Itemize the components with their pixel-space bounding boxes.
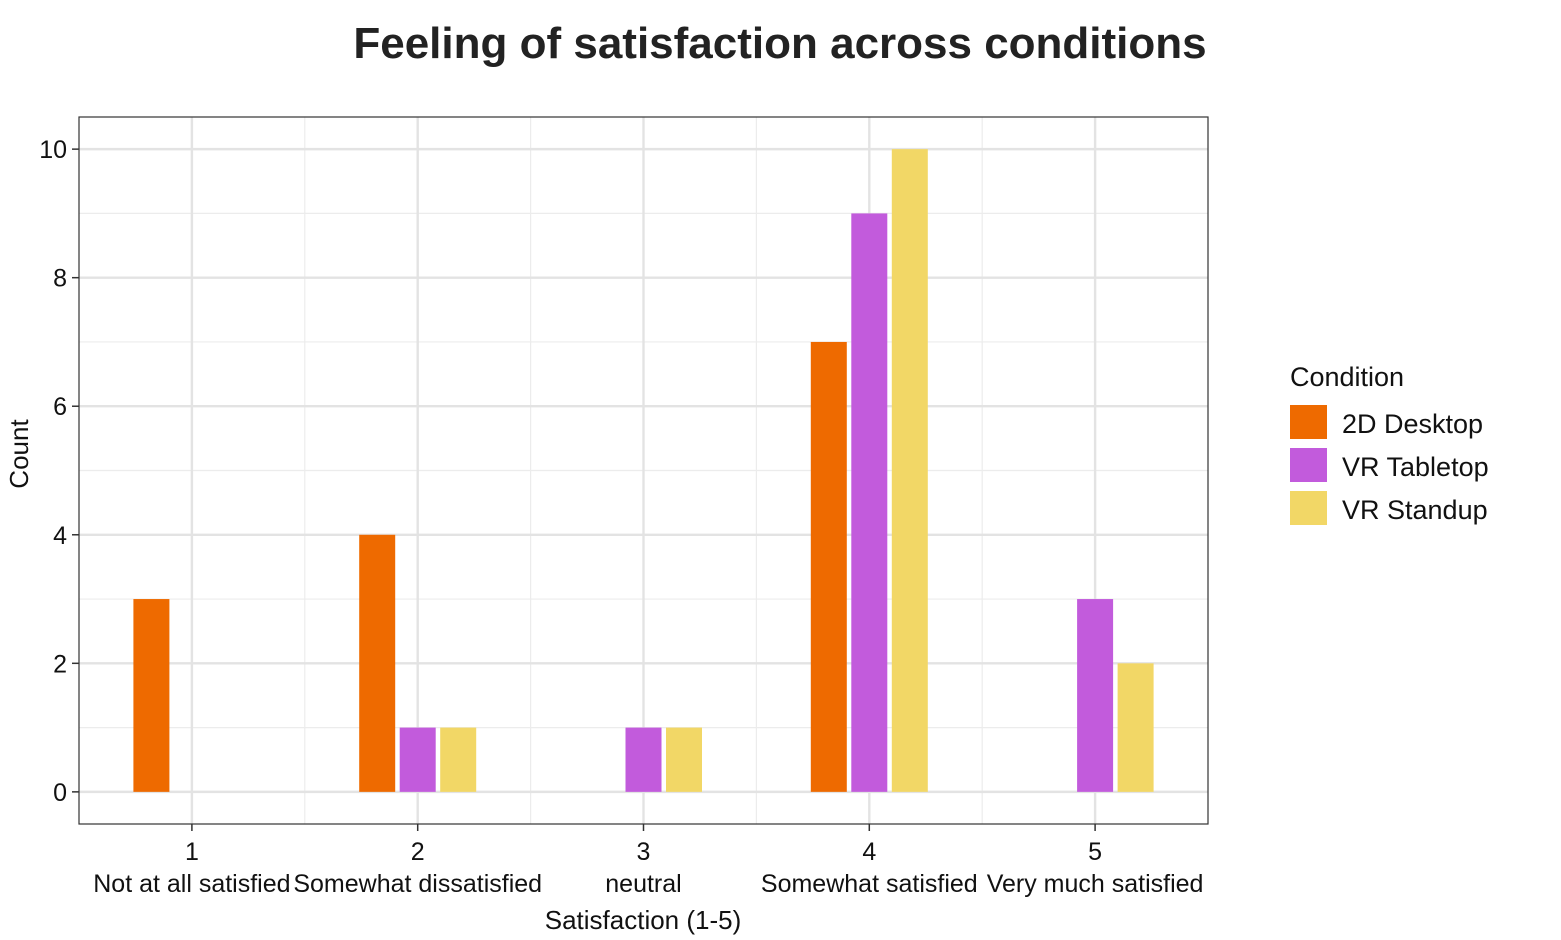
y-tick-label: 2 [53, 650, 67, 678]
bars [133, 149, 1154, 792]
y-axis-title: Count [4, 419, 34, 489]
bar [851, 213, 888, 792]
y-axis: 0 2 4 6 8 10 [39, 136, 79, 807]
bar [1117, 663, 1154, 792]
bar [399, 727, 436, 792]
legend: Condition 2D Desktop VR Tabletop VR Standu… [1290, 362, 1489, 525]
x-tick-label: 4 [862, 838, 876, 866]
x-tick-label: 3 [637, 838, 651, 866]
legend-swatch [1290, 405, 1327, 439]
y-tick-label: 0 [53, 779, 67, 807]
x-tick-sublabel: Not at all satisfied [93, 870, 290, 898]
x-tick-label: 2 [411, 838, 425, 866]
x-axis: 1 Not at all satisfied 2 Somewhat dissatisf… [93, 824, 1203, 898]
legend-swatch [1290, 448, 1327, 482]
x-tick-label: 5 [1088, 838, 1102, 866]
bar [133, 599, 170, 792]
chart-title: Feeling of satisfaction across condition… [353, 19, 1206, 68]
legend-label: VR Tabletop [1342, 452, 1489, 482]
x-tick-label: 1 [185, 838, 199, 866]
bar [1077, 599, 1114, 792]
bar [666, 727, 702, 792]
legend-title: Condition [1290, 362, 1404, 392]
legend-swatch [1290, 491, 1327, 525]
y-tick-label: 10 [39, 136, 67, 164]
bar [440, 727, 477, 792]
x-tick-sublabel: Very much satisfied [987, 870, 1204, 898]
bar [359, 534, 396, 792]
x-tick-sublabel: neutral [605, 870, 681, 898]
legend-label: VR Standup [1342, 495, 1488, 525]
legend-label: 2D Desktop [1342, 409, 1483, 439]
bar [891, 149, 928, 792]
x-tick-sublabel: Somewhat satisfied [761, 870, 978, 898]
y-tick-label: 6 [53, 393, 67, 421]
y-tick-label: 8 [53, 265, 67, 293]
x-axis-title: Satisfaction (1-5) [545, 905, 742, 935]
bar [810, 341, 847, 792]
x-tick-sublabel: Somewhat dissatisfied [293, 870, 542, 898]
bar [625, 727, 662, 792]
y-tick-label: 4 [53, 522, 67, 550]
